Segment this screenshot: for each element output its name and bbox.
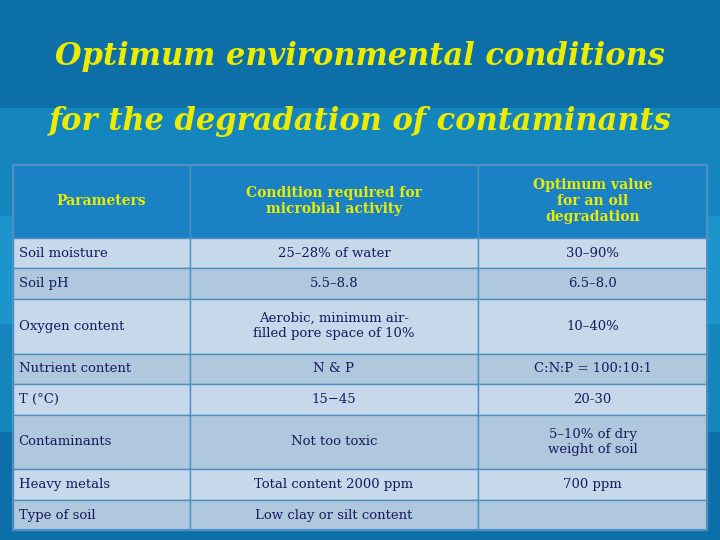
Text: Condition required for
microbial activity: Condition required for microbial activit… [246, 186, 422, 217]
Text: Parameters: Parameters [57, 194, 146, 208]
Text: Soil moisture: Soil moisture [19, 247, 107, 260]
Text: 25–28% of water: 25–28% of water [278, 247, 390, 260]
Text: Type of soil: Type of soil [19, 509, 95, 522]
Text: Nutrient content: Nutrient content [19, 362, 131, 375]
Text: Low clay or silt content: Low clay or silt content [256, 509, 413, 522]
Text: N & P: N & P [313, 362, 354, 375]
Text: Oxygen content: Oxygen content [19, 320, 124, 333]
Text: 5–10% of dry
weight of soil: 5–10% of dry weight of soil [548, 428, 637, 456]
Text: Total content 2000 ppm: Total content 2000 ppm [254, 478, 413, 491]
Text: Optimum environmental conditions: Optimum environmental conditions [55, 41, 665, 72]
Text: T (°C): T (°C) [19, 393, 59, 406]
Text: Not too toxic: Not too toxic [291, 435, 377, 448]
Text: 6.5–8.0: 6.5–8.0 [568, 277, 617, 290]
Text: Contaminants: Contaminants [19, 435, 112, 448]
Text: for the degradation of contaminants: for the degradation of contaminants [49, 106, 671, 137]
Text: 10–40%: 10–40% [566, 320, 619, 333]
Text: 700 ppm: 700 ppm [563, 478, 622, 491]
Text: 15−45: 15−45 [312, 393, 356, 406]
Text: 20-30: 20-30 [573, 393, 612, 406]
Text: 5.5–8.8: 5.5–8.8 [310, 277, 359, 290]
Text: Aerobic, minimum air-
filled pore space of 10%: Aerobic, minimum air- filled pore space … [253, 312, 415, 340]
Text: C:N:P = 100:10:1: C:N:P = 100:10:1 [534, 362, 652, 375]
Text: 30–90%: 30–90% [566, 247, 619, 260]
Text: Optimum value
for an oil
degradation: Optimum value for an oil degradation [533, 178, 652, 225]
Text: Heavy metals: Heavy metals [19, 478, 110, 491]
Text: Soil pH: Soil pH [19, 277, 68, 290]
